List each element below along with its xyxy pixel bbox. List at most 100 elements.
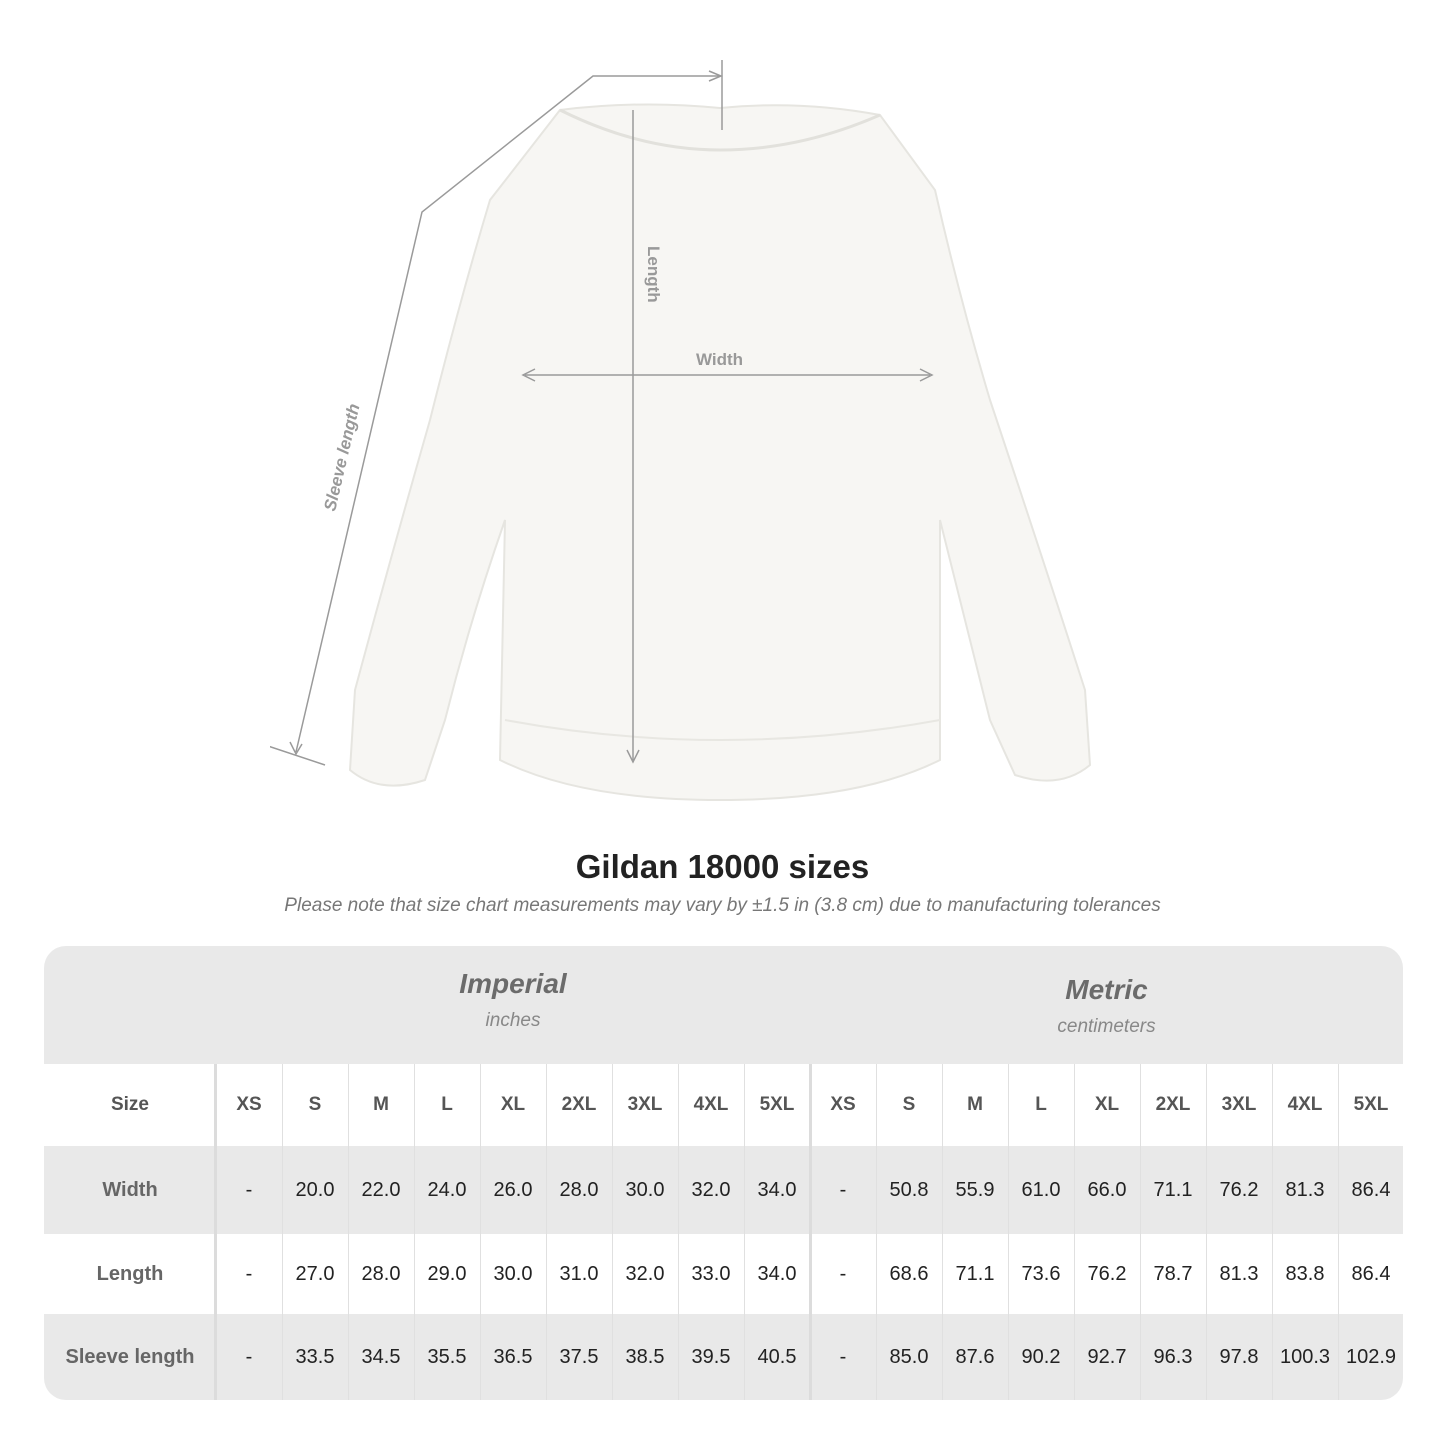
metric-value-cell: 78.7	[1153, 1262, 1193, 1285]
size-column-header: 2XL	[1155, 1094, 1191, 1115]
metric-value-cell: 50.8	[889, 1178, 929, 1201]
imperial-value-cell: 22.0	[361, 1178, 401, 1201]
size-chart-table: Imperial inches Metric centimeters Size X…	[44, 946, 1403, 1400]
metric-value-cell: 81.3	[1285, 1178, 1325, 1201]
column-divider	[1206, 1064, 1207, 1400]
sweatshirt-measurement-diagram: Length Width Sleeve length	[270, 60, 1092, 802]
row-label: Length	[96, 1262, 164, 1285]
metric-value-cell: 76.2	[1087, 1262, 1127, 1285]
row-band	[44, 1314, 1403, 1400]
metric-value-cell: 97.8	[1219, 1345, 1259, 1368]
column-divider	[1140, 1064, 1141, 1400]
column-divider	[546, 1064, 547, 1400]
imperial-header: Imperial inches	[216, 968, 810, 1032]
metric-value-cell: 55.9	[955, 1178, 995, 1201]
imperial-value-cell: 34.0	[757, 1262, 797, 1285]
column-divider	[744, 1064, 745, 1400]
imperial-value-cell: 39.5	[691, 1345, 731, 1368]
size-column-header: 3XL	[627, 1094, 663, 1115]
metric-value-cell: -	[839, 1178, 847, 1201]
tolerance-note: Please note that size chart measurements…	[284, 895, 1161, 916]
imperial-value-cell: 38.5	[625, 1345, 665, 1368]
column-divider	[1074, 1064, 1075, 1400]
size-column-header: L	[441, 1094, 453, 1115]
metric-value-cell: 76.2	[1219, 1178, 1259, 1201]
column-divider	[214, 1064, 217, 1400]
imperial-value-cell: -	[245, 1178, 253, 1201]
imperial-value-cell: 34.5	[361, 1345, 401, 1368]
size-column-header: M	[967, 1094, 983, 1115]
imperial-value-cell: 30.0	[625, 1178, 665, 1201]
column-divider	[1272, 1064, 1273, 1400]
column-divider	[1338, 1064, 1339, 1400]
size-column-header: 5XL	[759, 1094, 795, 1115]
chart-title: Gildan 18000 sizes	[575, 848, 870, 885]
metric-value-cell: 86.4	[1351, 1178, 1391, 1201]
imperial-value-cell: 36.5	[493, 1345, 533, 1368]
metric-value-cell: 86.4	[1351, 1262, 1391, 1285]
column-divider	[348, 1064, 349, 1400]
metric-header: Metric centimeters	[810, 974, 1403, 1038]
imperial-title: Imperial	[459, 968, 567, 999]
size-column-header: L	[1035, 1094, 1047, 1115]
metric-value-cell: 71.1	[1153, 1178, 1193, 1201]
size-column-header: XL	[1094, 1094, 1120, 1115]
imperial-value-cell: 29.0	[427, 1262, 467, 1285]
column-divider	[480, 1064, 481, 1400]
imperial-value-cell: 24.0	[427, 1178, 467, 1201]
size-column-header: S	[902, 1094, 916, 1115]
size-column-header: M	[373, 1094, 389, 1115]
metric-title: Metric	[1065, 974, 1148, 1005]
column-divider	[612, 1064, 613, 1400]
size-column-header: 4XL	[1287, 1094, 1323, 1115]
size-column-header: 2XL	[561, 1094, 597, 1115]
metric-value-cell: 73.6	[1021, 1262, 1061, 1285]
imperial-value-cell: 28.0	[559, 1178, 599, 1201]
column-divider	[282, 1064, 283, 1400]
size-column-header: XS	[830, 1094, 856, 1115]
length-label: Length	[644, 246, 663, 303]
metric-value-cell: -	[839, 1345, 847, 1368]
imperial-unit: inches	[485, 1010, 541, 1031]
row-band	[44, 1146, 1403, 1234]
size-column-header: XS	[236, 1094, 262, 1115]
metric-value-cell: 87.6	[955, 1345, 995, 1368]
column-divider	[942, 1064, 943, 1400]
imperial-value-cell: 30.0	[493, 1262, 533, 1285]
imperial-value-cell: 32.0	[691, 1178, 731, 1201]
metric-value-cell: 85.0	[889, 1345, 929, 1368]
imperial-value-cell: 35.5	[427, 1345, 467, 1368]
metric-value-cell: 102.9	[1345, 1345, 1397, 1368]
metric-value-cell: 100.3	[1279, 1345, 1331, 1368]
column-divider	[414, 1064, 415, 1400]
imperial-value-cell: 26.0	[493, 1178, 533, 1201]
size-column-header: 3XL	[1221, 1094, 1257, 1115]
imperial-value-cell: 37.5	[559, 1345, 599, 1368]
system-header-band	[44, 946, 1403, 1064]
imperial-value-cell: 33.0	[691, 1262, 731, 1285]
imperial-value-cell: 28.0	[361, 1262, 401, 1285]
metric-value-cell: 96.3	[1153, 1345, 1193, 1368]
width-label: Width	[696, 350, 743, 369]
metric-value-cell: 68.6	[889, 1262, 929, 1285]
metric-value-cell: 71.1	[955, 1262, 995, 1285]
size-column-header: S	[308, 1094, 322, 1115]
column-divider	[809, 1064, 812, 1400]
column-divider	[876, 1064, 877, 1400]
metric-value-cell: 92.7	[1087, 1345, 1127, 1368]
metric-value-cell: 61.0	[1021, 1178, 1061, 1201]
imperial-value-cell: 32.0	[625, 1262, 665, 1285]
imperial-value-cell: 27.0	[295, 1262, 335, 1285]
imperial-value-cell: -	[245, 1262, 253, 1285]
metric-value-cell: 66.0	[1087, 1178, 1127, 1201]
column-divider	[1008, 1064, 1009, 1400]
sleeve-length-label: Sleeve length	[320, 402, 363, 513]
metric-value-cell: 81.3	[1219, 1262, 1259, 1285]
sweatshirt-image	[348, 103, 1092, 802]
imperial-value-cell: 20.0	[295, 1178, 335, 1201]
metric-unit: centimeters	[1057, 1016, 1156, 1037]
imperial-value-cell: 34.0	[757, 1178, 797, 1201]
metric-value-cell: -	[839, 1262, 847, 1285]
row-label: Sleeve length	[65, 1345, 195, 1368]
imperial-value-cell: -	[245, 1345, 253, 1368]
